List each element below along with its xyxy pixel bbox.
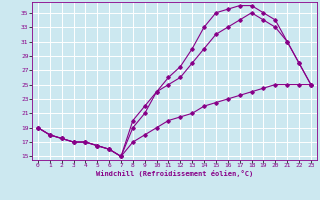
X-axis label: Windchill (Refroidissement éolien,°C): Windchill (Refroidissement éolien,°C) — [96, 170, 253, 177]
